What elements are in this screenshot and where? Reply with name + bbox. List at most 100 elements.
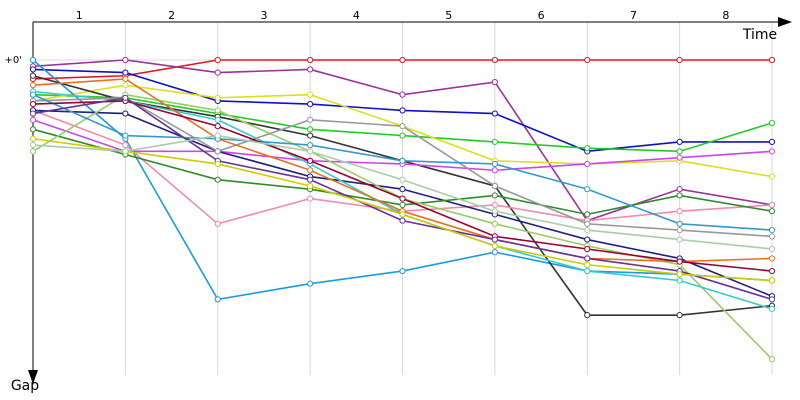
data-point	[768, 296, 776, 303]
data-point	[491, 56, 498, 64]
y-tick-label: +0'	[5, 55, 23, 66]
data-point	[584, 145, 591, 152]
data-point	[676, 312, 683, 319]
data-point	[584, 56, 591, 64]
data-point	[399, 186, 406, 193]
data-point	[676, 192, 683, 199]
data-point	[214, 123, 221, 130]
x-tick-label: 5	[445, 9, 452, 22]
data-point	[214, 132, 221, 139]
data-point	[768, 56, 776, 64]
data-point	[29, 82, 37, 89]
data-point	[491, 192, 498, 199]
data-point	[307, 116, 314, 123]
data-point	[768, 356, 776, 363]
data-point	[214, 176, 221, 183]
data-point	[214, 94, 221, 101]
data-point	[584, 267, 591, 275]
data-point	[491, 249, 498, 256]
data-point	[768, 208, 776, 215]
data-point	[214, 116, 221, 123]
data-point	[214, 160, 221, 168]
data-point	[307, 157, 314, 164]
data-point	[29, 126, 37, 133]
data-point	[491, 236, 498, 243]
data-point	[307, 56, 314, 64]
data-point	[491, 220, 498, 227]
data-point	[122, 148, 129, 155]
data-point	[676, 271, 683, 278]
data-point	[399, 123, 406, 130]
data-point	[584, 186, 591, 193]
data-point	[768, 305, 776, 312]
data-point	[122, 94, 129, 101]
data-point	[29, 101, 37, 108]
x-tick-label: 7	[630, 9, 637, 22]
data-point	[584, 211, 591, 218]
data-point	[399, 157, 406, 164]
data-point	[399, 107, 406, 114]
data-point	[676, 208, 683, 215]
data-point	[491, 138, 498, 145]
data-point	[399, 56, 406, 64]
data-point	[307, 126, 314, 133]
data-point	[399, 211, 406, 218]
data-point	[307, 167, 314, 174]
x-tick-label: 3	[260, 9, 267, 22]
data-point	[307, 66, 314, 73]
data-point	[307, 182, 314, 190]
data-point	[584, 220, 591, 227]
points	[29, 56, 776, 363]
data-point	[307, 176, 314, 183]
x-tick-label: 1	[76, 9, 83, 22]
data-point	[399, 195, 406, 202]
data-point	[29, 141, 37, 149]
time-arrow	[778, 17, 792, 27]
data-point	[122, 75, 129, 83]
data-point	[29, 56, 37, 64]
data-point	[768, 119, 776, 127]
gap-arrow	[28, 370, 38, 384]
data-point	[676, 236, 683, 243]
data-point	[584, 255, 591, 262]
data-point	[29, 110, 37, 117]
data-point	[676, 56, 683, 64]
data-point	[584, 245, 591, 253]
data-point	[676, 186, 683, 193]
data-point	[307, 148, 314, 155]
data-point	[584, 312, 591, 319]
y-axis-label: Gap	[11, 378, 39, 394]
data-point	[307, 141, 314, 149]
data-point	[491, 78, 498, 86]
x-axis-label: Time	[742, 27, 777, 43]
data-point	[214, 107, 221, 114]
data-point	[768, 148, 776, 155]
data-point	[676, 220, 683, 227]
data-point	[768, 277, 776, 284]
data-point	[29, 135, 37, 142]
data-point	[584, 236, 591, 243]
data-point	[29, 91, 37, 98]
data-point	[676, 258, 683, 265]
data-point	[399, 201, 406, 208]
data-point	[122, 141, 129, 149]
data-point	[307, 91, 314, 98]
data-point	[491, 167, 498, 174]
data-point	[676, 227, 683, 234]
data-point	[399, 176, 406, 183]
data-point	[676, 148, 683, 155]
data-point	[491, 160, 498, 168]
data-point	[122, 56, 129, 64]
x-tick-label: 4	[353, 9, 360, 22]
data-point	[584, 160, 591, 168]
data-point	[768, 227, 776, 234]
data-point	[768, 173, 776, 180]
data-point	[584, 261, 591, 268]
data-point	[29, 116, 37, 123]
data-point	[307, 101, 314, 108]
x-tick-label: 2	[168, 9, 175, 22]
data-point	[214, 220, 221, 227]
data-point	[307, 280, 314, 287]
data-point	[29, 66, 37, 73]
